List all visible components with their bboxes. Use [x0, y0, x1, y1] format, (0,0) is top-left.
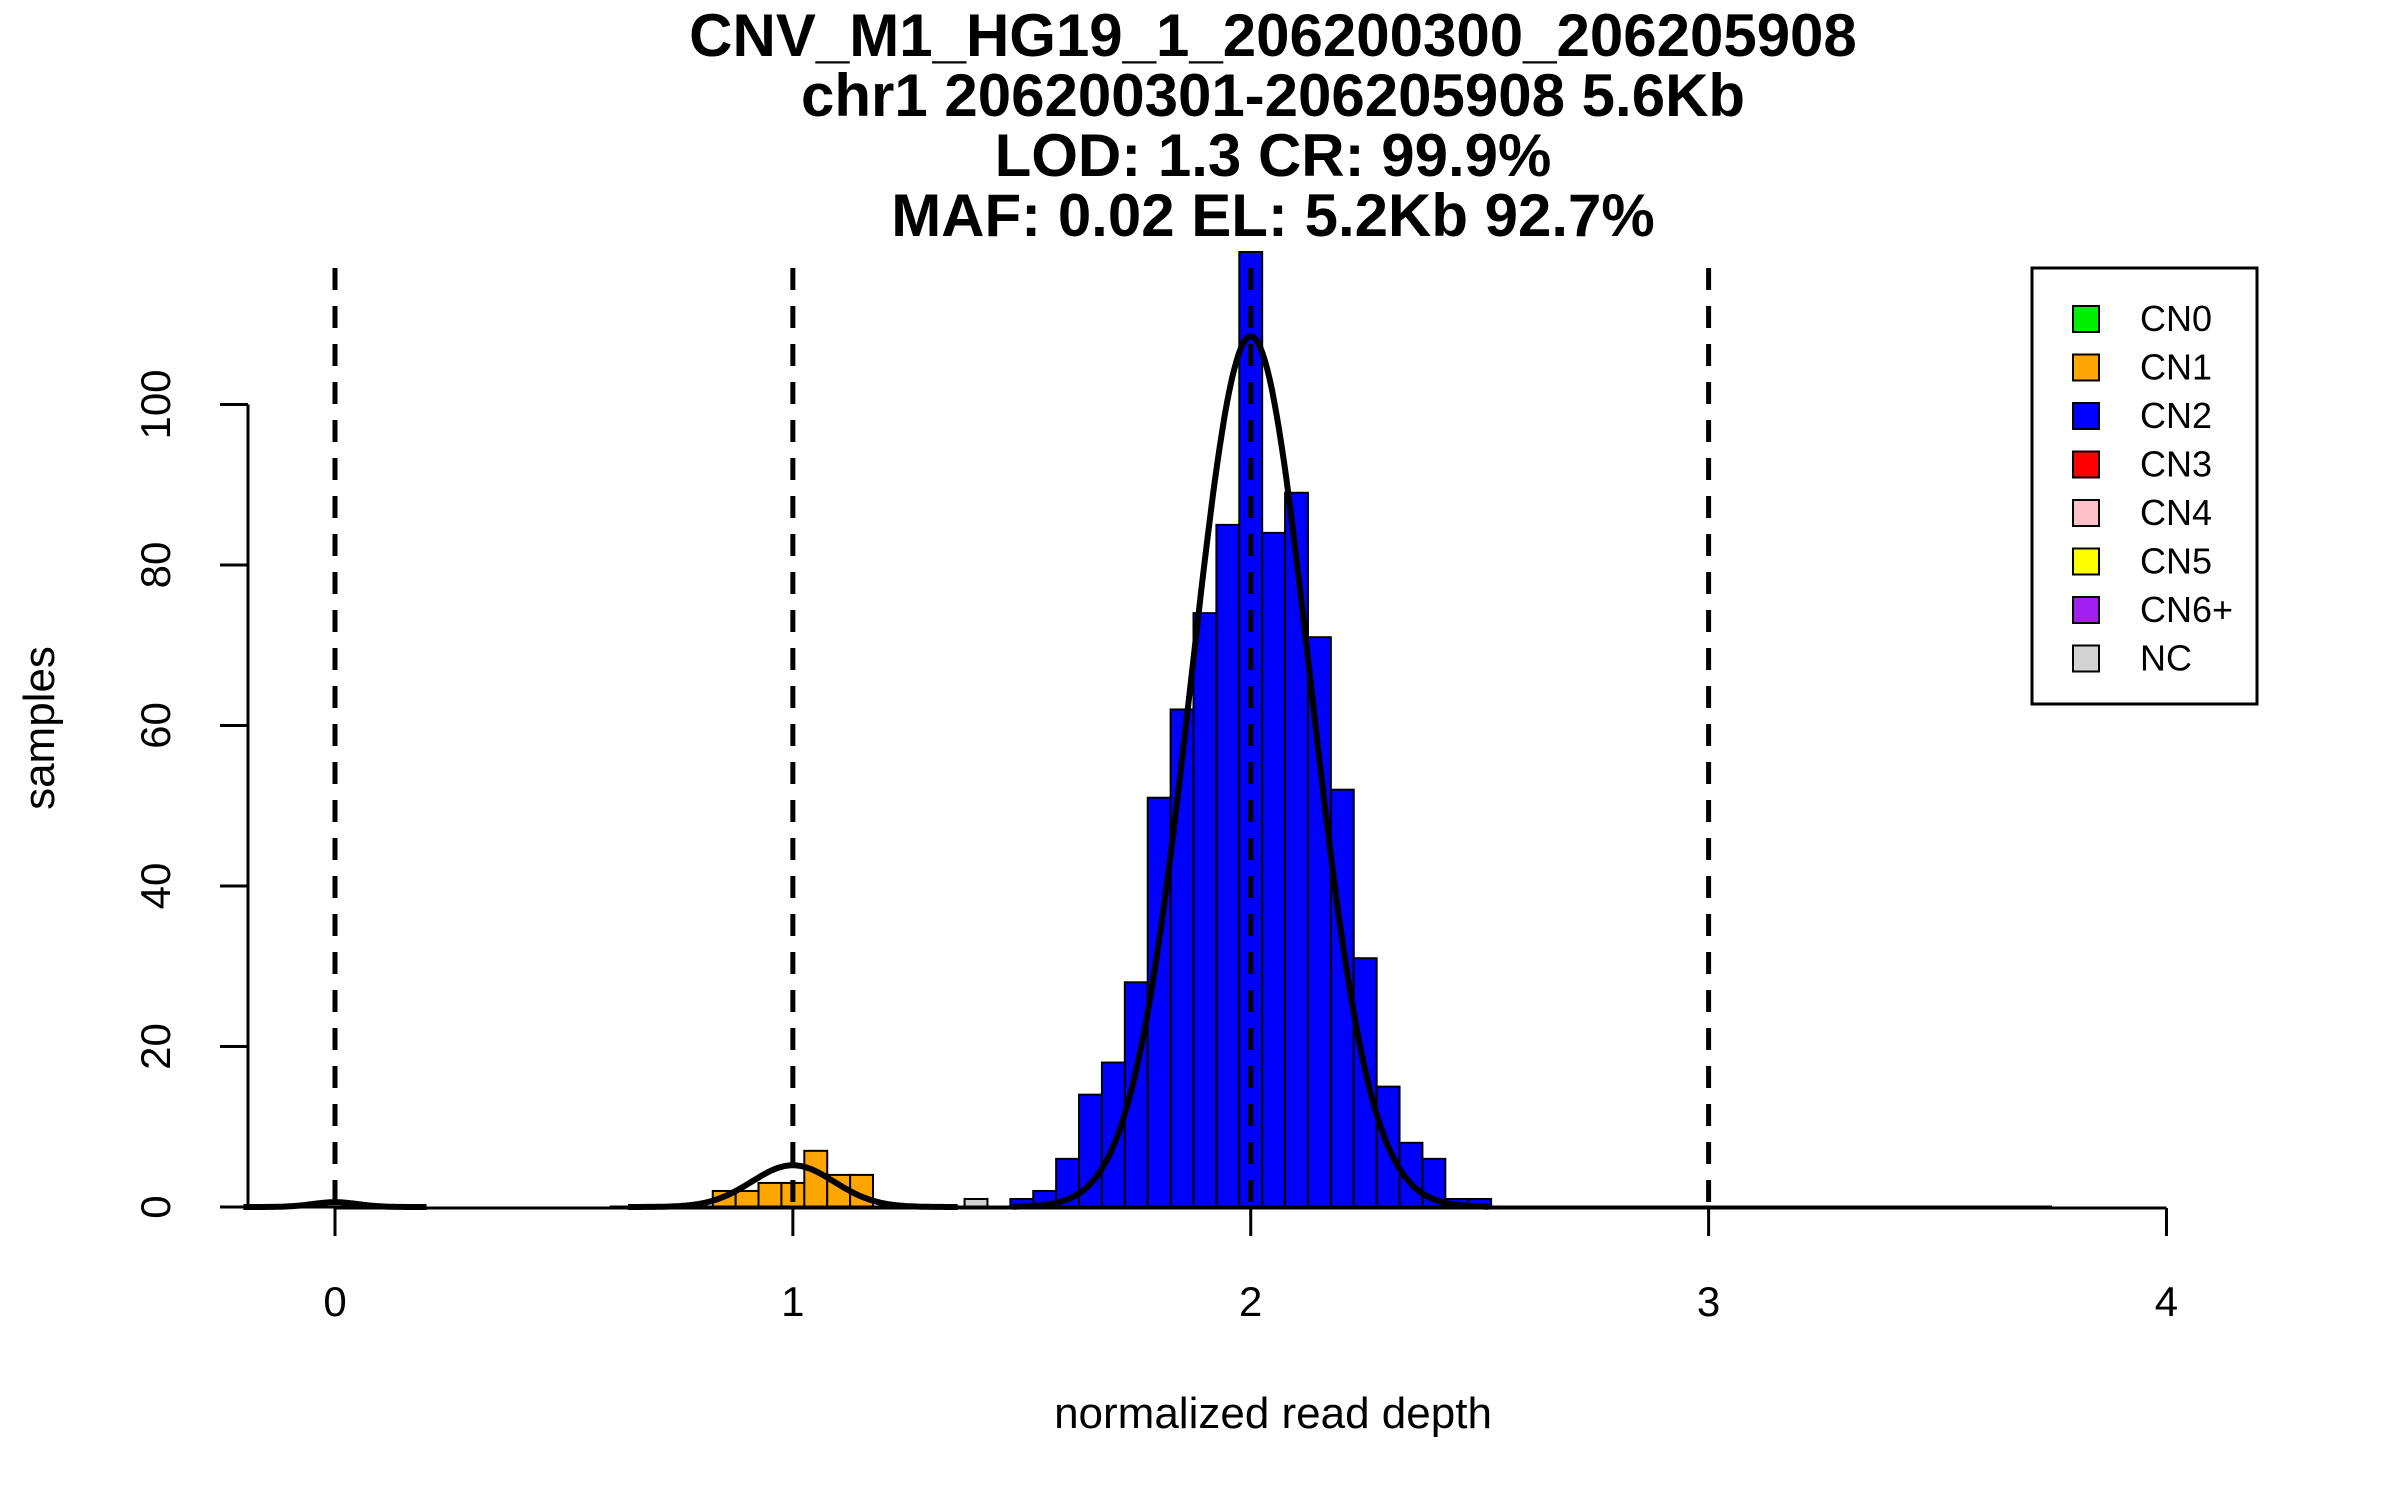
y-tick-label-5: 100 — [132, 369, 179, 439]
title-line-1: CNV_M1_HG19_1_206200300_206205908 — [689, 2, 1857, 69]
fitted-curve-1 — [628, 1162, 958, 1210]
legend-swatch-cn1 — [2072, 353, 2100, 382]
bar-cn2-8 — [1192, 612, 1218, 1208]
y-axis: 0 20 40 60 80 100 — [132, 369, 250, 1219]
fitted-curve-2 — [1012, 333, 1489, 1210]
bar-cn2-12 — [1284, 491, 1309, 1208]
chart-title: CNV_M1_HG19_1_206200300_206205908 chr1 2… — [689, 2, 1857, 249]
bar-cn2-13 — [1306, 636, 1332, 1208]
y-tick-label-1: 20 — [132, 1023, 179, 1070]
y-tick-label-0: 0 — [132, 1195, 179, 1218]
legend-swatch-cn2 — [2072, 402, 2100, 430]
legend-box — [2030, 266, 2259, 706]
legend-swatch-cn0 — [2072, 305, 2100, 333]
histogram-bars — [248, 251, 2053, 1209]
legend-label-cn1: CN1 — [2140, 347, 2212, 388]
x-tick-label-0: 0 — [323, 1278, 346, 1325]
y-axis-label: samples — [15, 646, 64, 810]
legend-label-cn5: CN5 — [2140, 541, 2212, 582]
bar-cn1-2 — [757, 1181, 783, 1208]
legend-label-cn6plus: CN6+ — [2140, 589, 2233, 630]
legend-swatch-cn6plus — [2072, 596, 2100, 624]
bar-cn2-11 — [1261, 531, 1287, 1208]
x-tick-label-4: 4 — [2155, 1278, 2178, 1325]
copy-number-reference-lines — [332, 268, 1712, 1207]
legend-label-cn2: CN2 — [2140, 395, 2212, 436]
title-line-3: LOD: 1.3 CR: 99.9% — [995, 122, 1552, 189]
legend-swatch-nc — [2072, 644, 2100, 673]
legend-label-cn4: CN4 — [2140, 492, 2212, 533]
bar-cn1-1 — [734, 1189, 760, 1209]
x-tick-label-1: 1 — [781, 1278, 804, 1325]
y-tick-label-3: 60 — [132, 702, 179, 749]
title-line-4: MAF: 0.02 EL: 5.2Kb 92.7% — [891, 182, 1655, 249]
x-tick-label-2: 2 — [1239, 1278, 1262, 1325]
legend-swatch-cn4 — [2072, 499, 2100, 527]
bar-cn2-9 — [1215, 523, 1241, 1208]
legend-swatch-cn5 — [2072, 547, 2100, 576]
legend-swatch-cn3 — [2072, 450, 2100, 479]
legend: CN0 CN1 CN2 CN3 CN4 CN5 CN6+ NC — [2030, 266, 2259, 706]
x-axis: 0 1 2 3 4 — [323, 1206, 2178, 1325]
bar-cn2-4 — [1100, 1061, 1126, 1208]
y-tick-label-4: 80 — [132, 542, 179, 589]
legend-label-cn3: CN3 — [2140, 444, 2212, 485]
x-tick-label-3: 3 — [1697, 1278, 1720, 1325]
x-axis-label: normalized read depth — [1054, 1389, 1492, 1438]
legend-label-nc: NC — [2140, 638, 2192, 679]
y-tick-label-2: 40 — [132, 863, 179, 910]
title-line-2: chr1 206200301-206205908 5.6Kb — [801, 62, 1745, 129]
legend-label-cn0: CN0 — [2140, 298, 2212, 339]
